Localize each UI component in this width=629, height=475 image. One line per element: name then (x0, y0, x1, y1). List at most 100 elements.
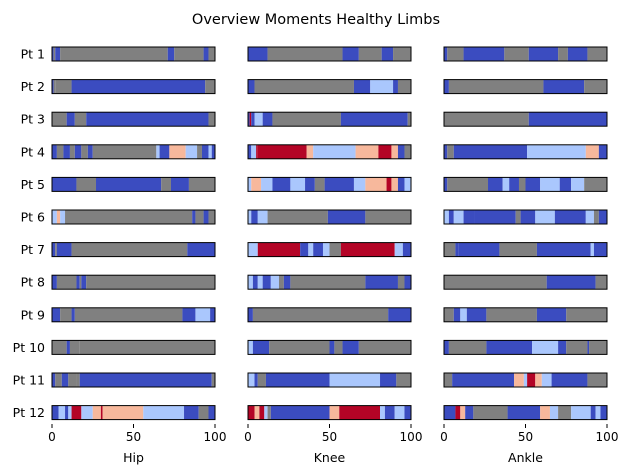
bar-segment (540, 405, 550, 420)
x-axis-label: Ankle (508, 450, 543, 465)
bar-segment (192, 210, 196, 224)
bar-segment (444, 210, 449, 224)
bar-segment (267, 210, 328, 224)
x-tick-label: 100 (400, 430, 423, 444)
bar-segment (397, 144, 405, 159)
bar-segment (69, 340, 80, 355)
bar-segment (257, 242, 301, 257)
bar-segment (270, 275, 279, 290)
bar-segment (52, 405, 59, 420)
row-label: Pt 10 (13, 340, 45, 355)
bar-segment (340, 112, 408, 127)
bar-segment (53, 47, 56, 61)
bar-segment (535, 210, 555, 224)
bar-segment (261, 177, 273, 192)
bar-segment (86, 275, 215, 290)
bar-segment (463, 210, 475, 224)
bar-segment (265, 373, 330, 387)
bar-segment (58, 405, 66, 420)
bar-segment (254, 405, 260, 420)
bar-segment (358, 340, 411, 355)
bar-segment (554, 210, 586, 224)
bar-segment (53, 79, 56, 94)
bar-segment (306, 144, 314, 159)
bar-segment (257, 210, 268, 224)
bar-segment (463, 47, 505, 61)
bar-segment (365, 177, 387, 192)
bar-outline (51, 339, 216, 355)
bar-segment (444, 144, 448, 159)
bar-segment (391, 177, 398, 192)
bar-segment (52, 242, 56, 257)
bar-segment (543, 79, 585, 94)
bar-segment (208, 47, 215, 61)
bar-segment (528, 112, 607, 127)
bar-segment (208, 210, 215, 224)
bar-segment (585, 210, 594, 224)
bar-outline (247, 111, 412, 127)
bar-outline (51, 242, 216, 258)
bar-segment (56, 275, 77, 290)
bar-segment (453, 144, 528, 159)
bar-segment (571, 405, 591, 420)
bar-segment (448, 210, 454, 224)
bar-outline (51, 209, 216, 225)
bar-segment (444, 242, 456, 257)
row-labels: Pt 1 Pt 2 Pt 3 Pt 4 Pt 5 Pt 6 Pt 7 Pt 8 Pt 9 Pt 1… (13, 47, 45, 421)
bar-segment (595, 405, 601, 420)
bar-segment (444, 79, 449, 94)
bar-segment (397, 275, 405, 290)
bar-segment (536, 242, 591, 257)
bar-segment (55, 373, 62, 387)
bar-outline (443, 405, 608, 421)
bar-segment (269, 340, 330, 355)
bar-segment (474, 210, 516, 224)
bar-segment (342, 47, 359, 61)
bar-segment (79, 340, 216, 355)
bar-segment (378, 144, 392, 159)
bar-segment (167, 47, 175, 61)
bar-segment (92, 144, 157, 159)
bar-segment (466, 307, 487, 322)
bar-segment (248, 340, 253, 355)
bar-segment (66, 340, 70, 355)
bar-segment (342, 340, 359, 355)
bar-outline (443, 242, 608, 258)
bar-segment (407, 112, 411, 127)
bar-segment (527, 144, 586, 159)
bar-segment (102, 405, 144, 420)
bar-segment (81, 405, 93, 420)
bar-segment (353, 177, 366, 192)
bar-segment (185, 144, 198, 159)
bar-segment (444, 373, 453, 387)
bar-segment (249, 112, 252, 127)
bar-outline (247, 144, 412, 160)
bar-segment (566, 307, 607, 322)
bar-segment (52, 79, 54, 94)
bar-segment (65, 210, 193, 224)
bar-segment (329, 242, 341, 257)
x-tick-label: 0 (244, 430, 252, 444)
bar-segment (370, 79, 394, 94)
x-tick-label: 100 (596, 430, 619, 444)
bar-segment (322, 242, 330, 257)
bar-segment (203, 47, 209, 61)
bar-segment (81, 275, 87, 290)
row-label: Pt 3 (21, 112, 45, 127)
bar-segment (444, 307, 454, 322)
row-label: Pt 12 (13, 405, 45, 420)
bar-segment (358, 47, 382, 61)
bar-segment (71, 405, 82, 420)
bar-outline (443, 209, 608, 225)
bar-segment (448, 340, 487, 355)
row-label: Pt 9 (21, 307, 45, 322)
bar-outline (247, 242, 412, 258)
bar-segment (460, 307, 467, 322)
bar-segment (283, 275, 291, 290)
bar-segment (174, 47, 204, 61)
bar-segment (559, 177, 572, 192)
bar-segment (76, 177, 97, 192)
bar-segment (68, 405, 72, 420)
bar-outline (247, 46, 412, 62)
bar-segment (329, 340, 335, 355)
